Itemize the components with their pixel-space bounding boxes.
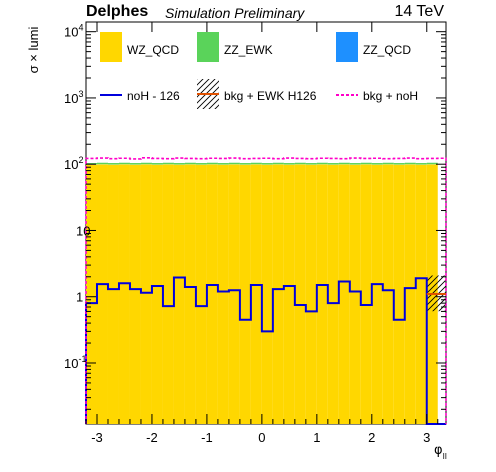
bar-wz-qcd (305, 164, 317, 424)
bar-wz-qcd (393, 164, 405, 424)
legend-item: bkg + noH (336, 89, 418, 103)
legend-label: bkg + noH (363, 89, 418, 103)
legend-label: WZ_QCD (127, 43, 179, 57)
x-axis-label-main: φ (434, 443, 443, 458)
y-tick-base: 10 (76, 223, 90, 238)
line-bkg-noh (85, 156, 447, 424)
bar-wz-qcd (217, 164, 229, 424)
legend-label: bkg + EWK H126 (224, 89, 317, 103)
x-tick-label: 2 (368, 430, 375, 445)
bar-wz-qcd (360, 164, 372, 425)
y-tick-exponent: 3 (78, 89, 83, 99)
bar-wz-qcd (294, 164, 306, 425)
bar-wz-qcd (404, 164, 416, 425)
x-axis-label-sub: ll (443, 452, 447, 461)
y-tick-exponent: 4 (78, 23, 83, 33)
bar-wz-qcd (338, 164, 350, 425)
bar-wz-qcd (195, 164, 207, 424)
legend-item: bkg + EWK H126 (197, 79, 317, 109)
y-tick-label: 1 (76, 290, 83, 305)
legend-label: noH - 126 (127, 89, 180, 103)
bar-wz-qcd (129, 164, 141, 424)
x-axis-label: φll (434, 443, 447, 461)
y-tick-exponent: -1 (78, 354, 86, 364)
x-tick-label: 1 (313, 430, 320, 445)
line-noh-126 (85, 276, 446, 425)
bar-wz-qcd (371, 164, 383, 424)
x-tick-label: -1 (201, 430, 213, 445)
bar-wz-qcd (250, 164, 262, 425)
bar-wz-qcd (349, 164, 361, 424)
legend-swatch (336, 32, 358, 62)
bar-wz-qcd (382, 164, 394, 425)
y-tick-label: 103 (64, 89, 83, 106)
bar-wz-qcd (272, 164, 284, 425)
y-tick-label: 10 (76, 223, 90, 238)
bar-wz-qcd (86, 164, 97, 424)
y-tick-label: 102 (64, 155, 83, 172)
y-tick-base: 10 (64, 25, 78, 40)
legend-item: ZZ_EWK (197, 32, 273, 62)
legend-item: noH - 126 (100, 89, 180, 103)
x-tick-label: -3 (91, 430, 103, 445)
y-tick-label: 104 (64, 23, 83, 40)
y-tick-base: 10 (64, 157, 78, 172)
x-tick-label: 3 (423, 430, 430, 445)
y-tick-base: 1 (76, 290, 83, 305)
bar-wz-qcd (283, 164, 295, 424)
y-tick-base: 10 (64, 356, 78, 371)
y-tick-exponent: 2 (78, 155, 83, 165)
bar-wz-qcd (162, 164, 174, 425)
bar-wz-qcd (173, 164, 185, 424)
bar-wz-qcd (316, 164, 328, 425)
bar-wz-qcd (228, 164, 240, 425)
legend-label: ZZ_QCD (363, 43, 411, 57)
y-axis-label: σ × lumi (26, 27, 41, 74)
legend-item: WZ_QCD (100, 32, 179, 62)
bar-wz-qcd (327, 164, 339, 424)
legend-item: ZZ_QCD (336, 32, 411, 62)
bar-wz-qcd (118, 164, 130, 425)
bar-wz-qcd (239, 164, 251, 424)
status-label: Simulation Preliminary (165, 5, 305, 21)
bar-wz-qcd (140, 164, 152, 425)
bar-wz-qcd (415, 164, 427, 424)
bar-wz-qcd (151, 164, 163, 424)
legend-swatch (100, 32, 122, 62)
bar-wz-qcd (184, 164, 196, 425)
y-tick-base: 10 (64, 91, 78, 106)
x-tick-label: 0 (258, 430, 265, 445)
legend-label: ZZ_EWK (224, 43, 273, 57)
bar-wz-qcd (206, 164, 218, 425)
experiment-label: Delphes (86, 3, 149, 20)
bar-wz-qcd (96, 164, 108, 425)
energy-label: 14 TeV (394, 3, 444, 20)
bar-wz-qcd (261, 164, 273, 424)
bar-wz-qcd (107, 164, 119, 424)
y-tick-label: 10-1 (64, 354, 86, 371)
legend-swatch (197, 32, 219, 62)
x-tick-label: -2 (146, 430, 158, 445)
